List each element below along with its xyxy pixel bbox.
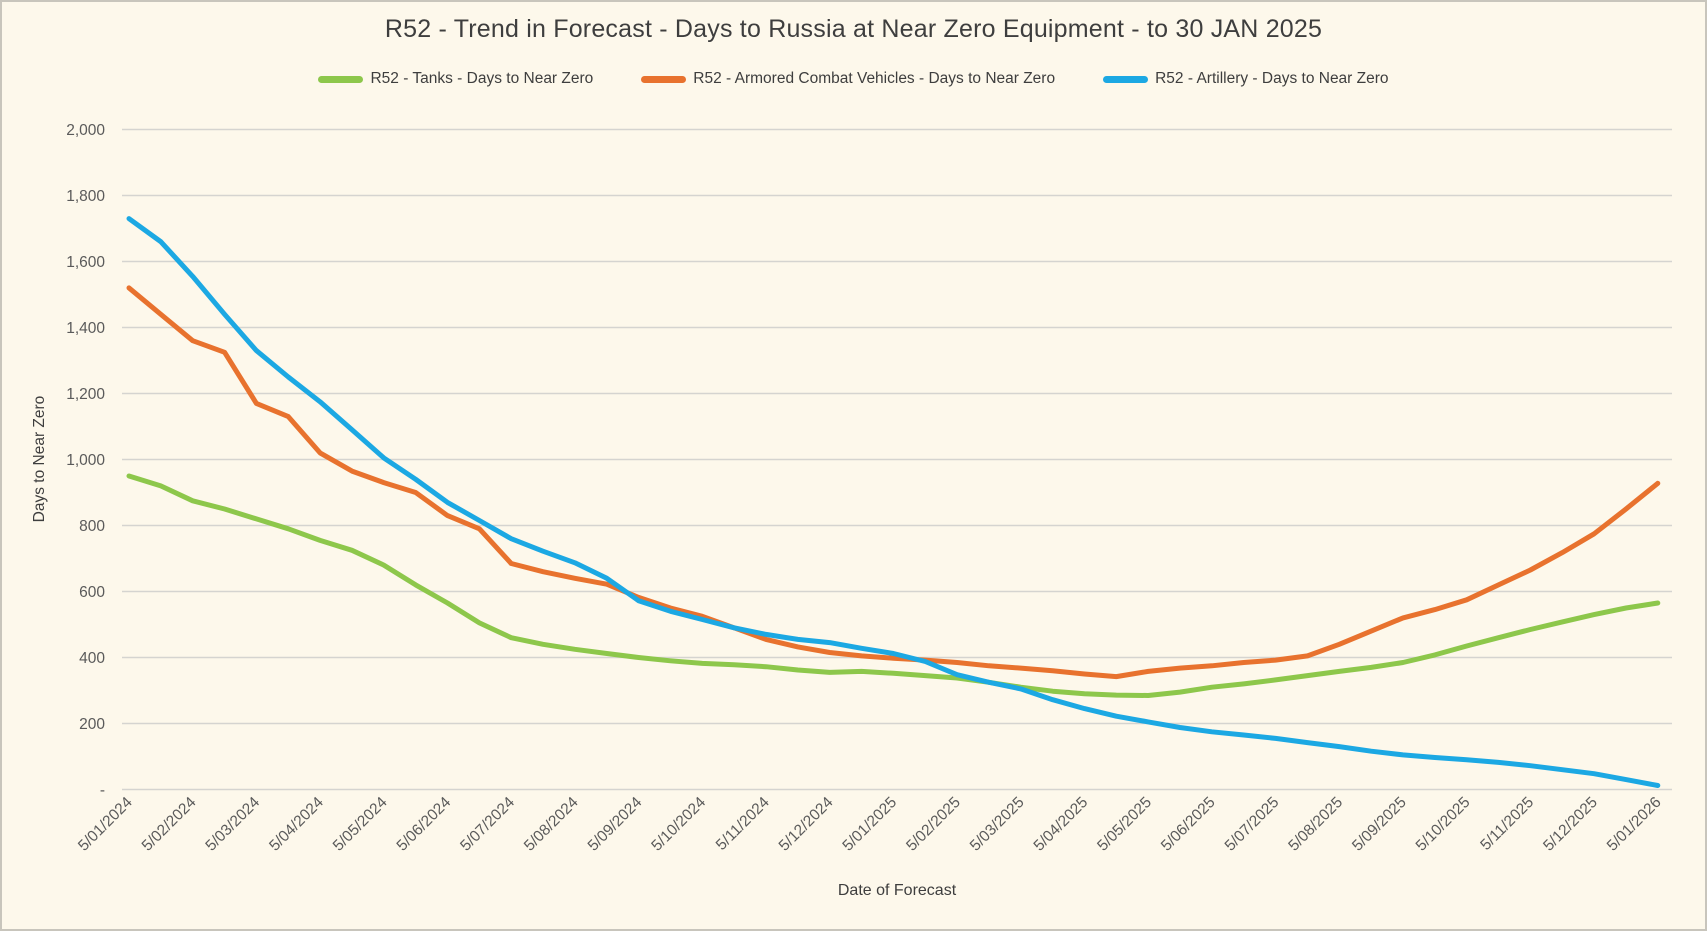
x-tick-label: 5/09/2025: [1349, 794, 1410, 855]
legend-label-artillery: R52 - Artillery - Days to Near Zero: [1155, 70, 1389, 87]
y-tick-label: -: [100, 782, 105, 799]
y-tick-label: 400: [79, 650, 105, 667]
x-tick-label: 5/09/2024: [585, 794, 646, 855]
x-tick-label: 5/05/2024: [330, 794, 391, 855]
x-tick-label: 5/11/2025: [1477, 794, 1537, 854]
artillery-series-swatch: [1103, 75, 1149, 83]
y-tick-label: 800: [79, 518, 105, 535]
x-axis-title: Date of Forecast: [837, 882, 957, 899]
y-tick-label: 1,400: [66, 320, 105, 337]
x-tick-label: 5/11/2024: [713, 794, 773, 854]
y-tick-label: 200: [79, 716, 105, 733]
x-tick-label: 5/10/2025: [1413, 794, 1474, 855]
x-tick-label: 5/05/2025: [1094, 794, 1155, 855]
x-tick-label: 5/03/2025: [967, 794, 1028, 855]
y-tick-label: 1,200: [66, 386, 105, 403]
x-tick-label: 5/08/2024: [521, 794, 582, 855]
x-tick-label: 5/01/2026: [1604, 794, 1665, 855]
y-tick-label: 1,800: [66, 188, 105, 205]
y-tick-label: 1,000: [66, 452, 105, 469]
legend: R52 - Tanks - Days to Near Zero R52 - Ar…: [2, 70, 1705, 88]
y-tick-label: 1,600: [66, 254, 105, 271]
series-line-artillery: [126, 216, 1661, 788]
x-tick-label: 5/06/2025: [1158, 794, 1219, 855]
legend-item-artillery[interactable]: R52 - Artillery - Days to Near Zero: [1103, 70, 1389, 88]
legend-label-tanks: R52 - Tanks - Days to Near Zero: [370, 70, 594, 87]
x-tick-label: 5/07/2025: [1222, 794, 1283, 855]
x-tick-label: 5/01/2024: [75, 794, 136, 855]
x-tick-label: 5/04/2025: [1031, 794, 1092, 855]
y-tick-label: 600: [79, 584, 105, 601]
x-tick-label: 5/12/2024: [776, 794, 837, 855]
series-line-armored-combat-vehicles: [126, 285, 1661, 680]
tanks-series-swatch: [318, 75, 364, 83]
x-tick-label: 5/10/2024: [648, 794, 709, 855]
series-line-tanks: [126, 473, 1661, 698]
legend-label-armored-combat-vehicles: R52 - Armored Combat Vehicles - Days to …: [693, 70, 1056, 87]
x-tick-label: 5/01/2025: [839, 794, 900, 855]
x-tick-label: 5/03/2024: [202, 794, 263, 855]
y-tick-label: 2,000: [66, 122, 105, 139]
x-tick-label: 5/02/2024: [139, 794, 200, 855]
x-tick-label: 5/12/2025: [1540, 794, 1601, 855]
x-tick-label: 5/02/2025: [903, 794, 964, 855]
armored-combat-vehicles-series-swatch: [641, 75, 687, 83]
legend-item-tanks[interactable]: R52 - Tanks - Days to Near Zero: [318, 70, 593, 88]
x-tick-label: 5/04/2024: [266, 794, 327, 855]
legend-item-armored-combat-vehicles[interactable]: R52 - Armored Combat Vehicles - Days to …: [641, 70, 1055, 88]
chart-title: R52 - Trend in Forecast - Days to Russia…: [384, 15, 1323, 43]
x-tick-label: 5/07/2024: [457, 794, 518, 855]
x-tick-label: 5/06/2024: [394, 794, 455, 855]
x-tick-label: 5/08/2025: [1285, 794, 1346, 855]
